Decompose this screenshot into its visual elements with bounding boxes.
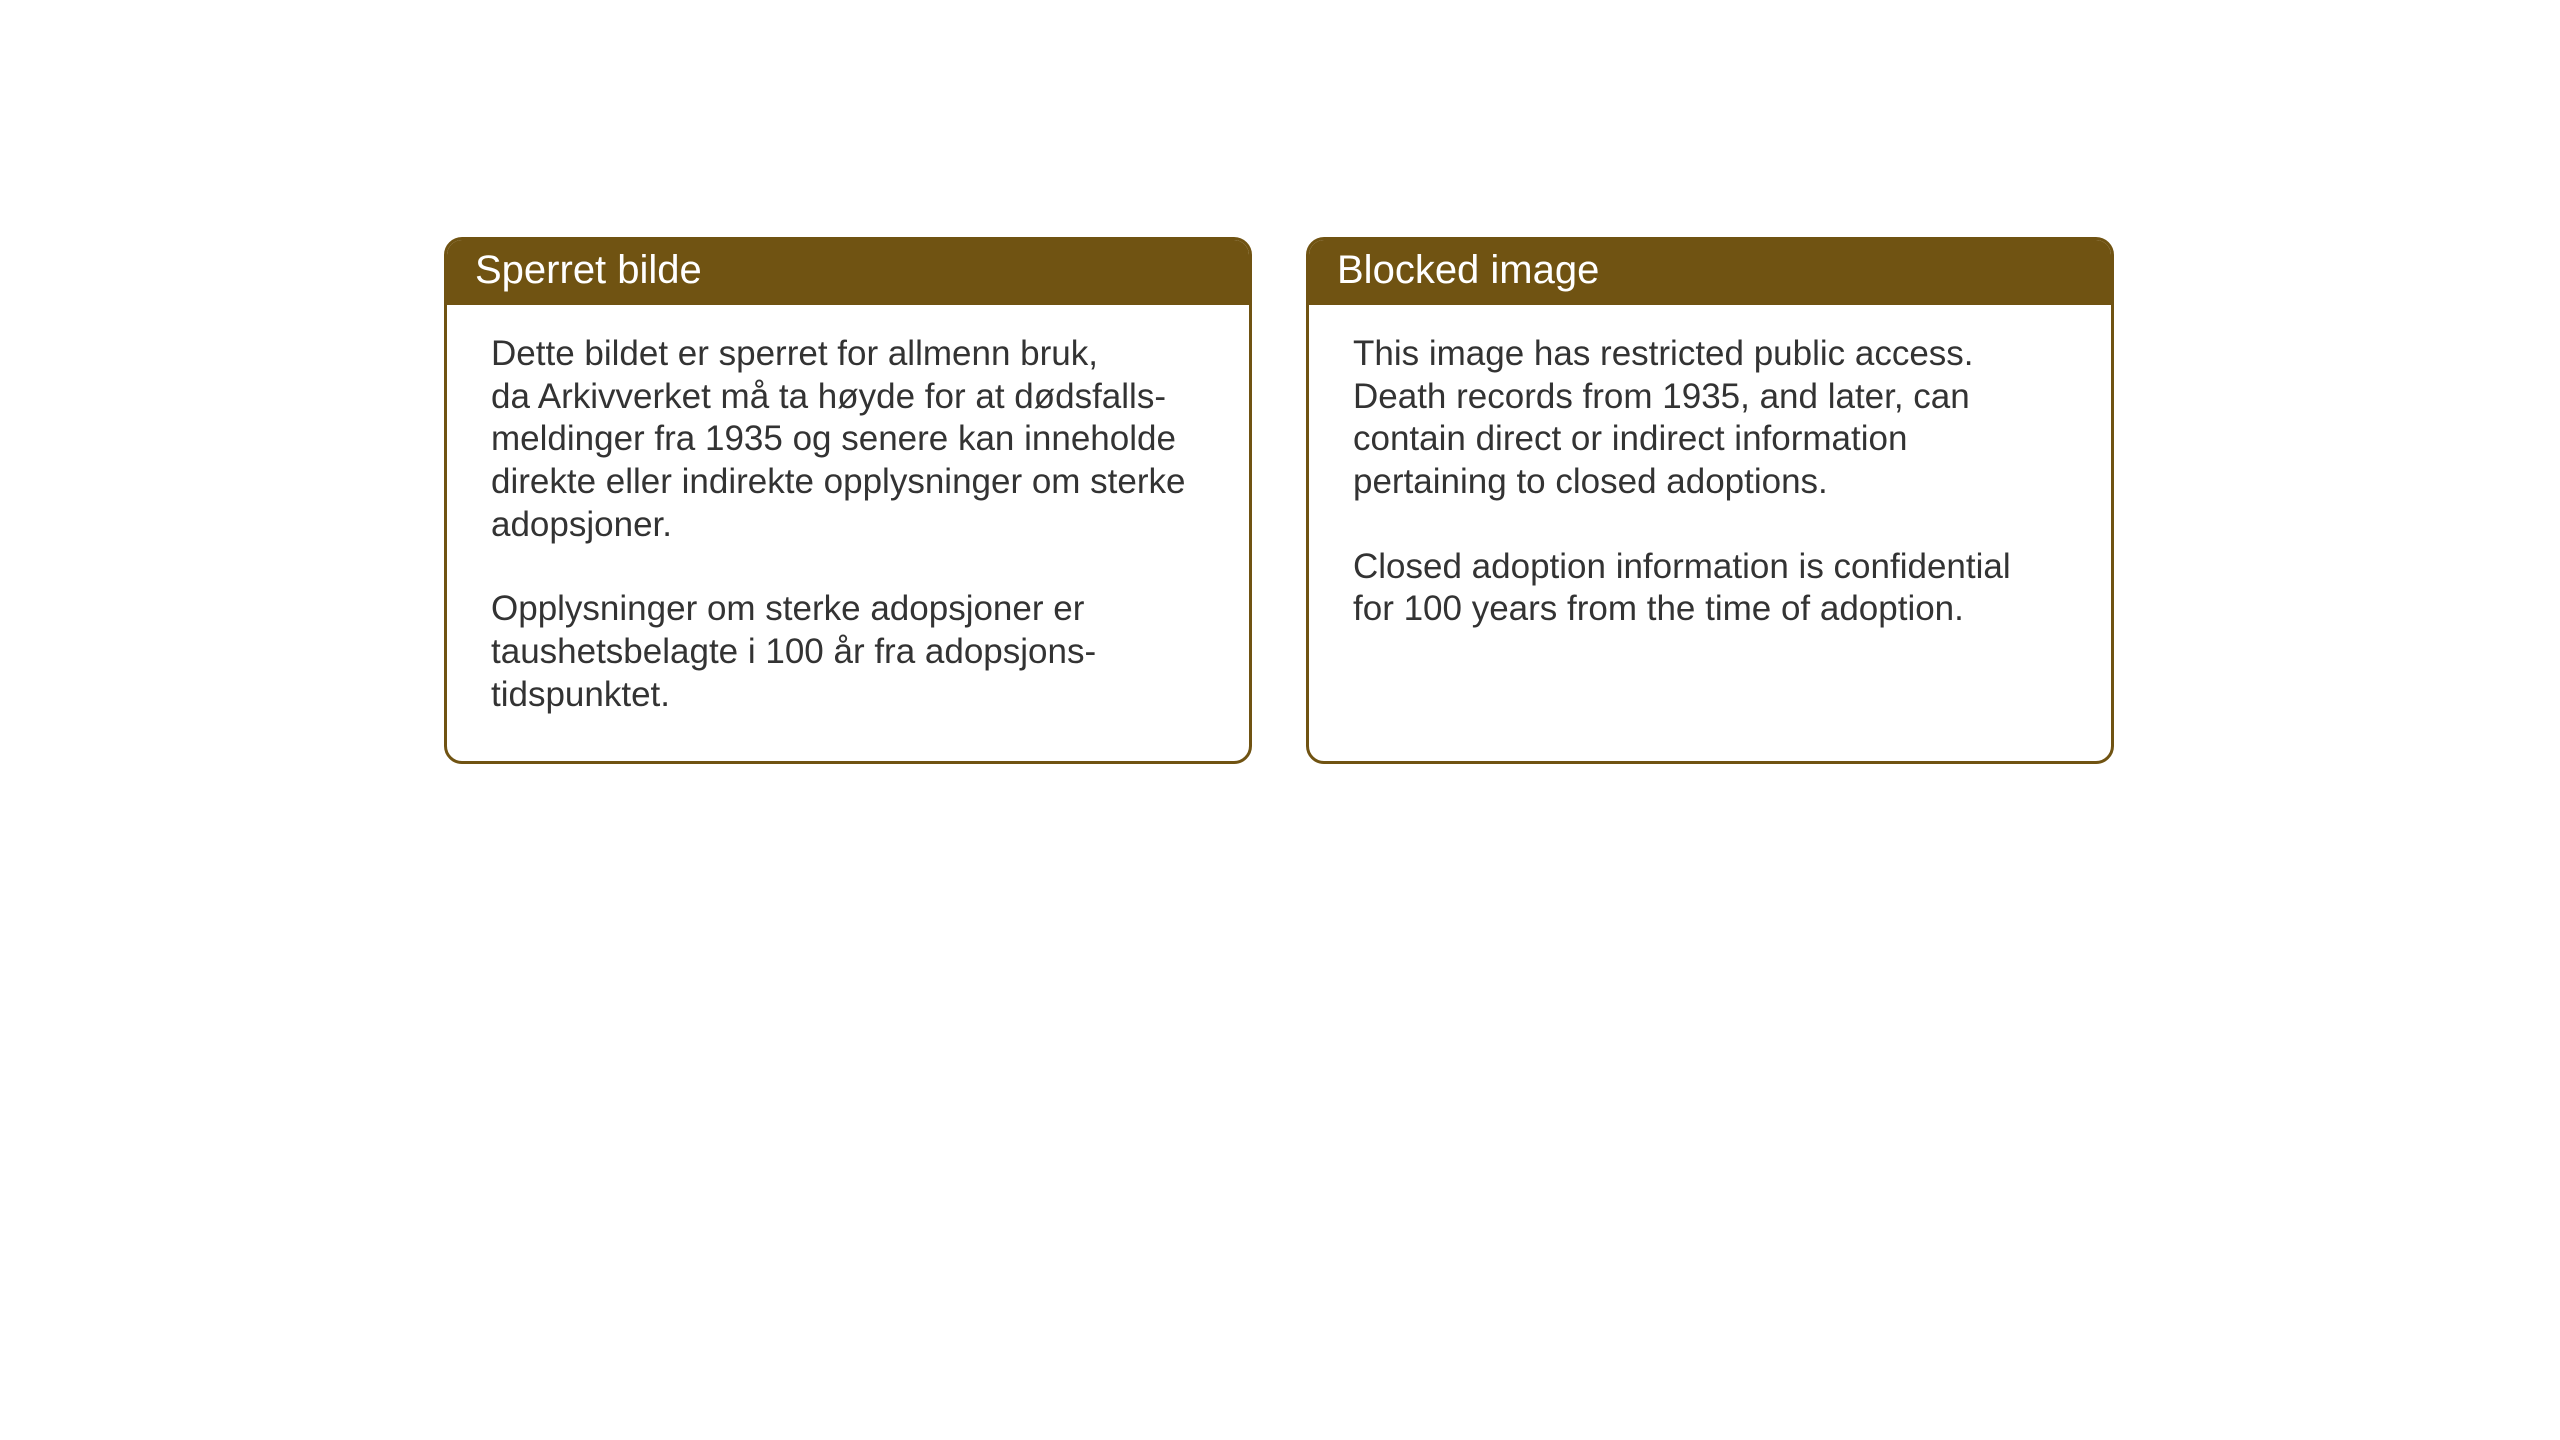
text-line: Opplysninger om sterke adopsjoner er <box>491 589 1084 628</box>
card-paragraph: This image has restricted public access.… <box>1353 333 2067 504</box>
text-line: meldinger fra 1935 og senere kan innehol… <box>491 419 1176 458</box>
card-body-english: This image has restricted public access.… <box>1309 305 2111 761</box>
card-header-norwegian: Sperret bilde <box>447 240 1249 305</box>
card-paragraph: Opplysninger om sterke adopsjoner er tau… <box>491 588 1205 716</box>
notice-container: Sperret bilde Dette bildet er sperret fo… <box>444 237 2114 764</box>
text-line: adopsjoner. <box>491 505 672 544</box>
text-line: contain direct or indirect information <box>1353 419 1907 458</box>
card-header-english: Blocked image <box>1309 240 2111 305</box>
text-line: tidspunktet. <box>491 675 670 714</box>
text-line: Dette bildet er sperret for allmenn bruk… <box>491 334 1098 373</box>
text-line: Death records from 1935, and later, can <box>1353 377 1970 416</box>
card-paragraph: Closed adoption information is confident… <box>1353 546 2067 631</box>
card-paragraph: Dette bildet er sperret for allmenn bruk… <box>491 333 1205 546</box>
card-title: Sperret bilde <box>475 248 702 292</box>
text-line: da Arkivverket må ta høyde for at dødsfa… <box>491 377 1166 416</box>
text-line: This image has restricted public access. <box>1353 334 1974 373</box>
card-norwegian: Sperret bilde Dette bildet er sperret fo… <box>444 237 1252 764</box>
text-line: for 100 years from the time of adoption. <box>1353 589 1964 628</box>
card-body-norwegian: Dette bildet er sperret for allmenn bruk… <box>447 305 1249 761</box>
text-line: direkte eller indirekte opplysninger om … <box>491 462 1186 501</box>
card-title: Blocked image <box>1337 248 1599 292</box>
text-line: taushetsbelagte i 100 år fra adopsjons- <box>491 632 1096 671</box>
text-line: pertaining to closed adoptions. <box>1353 462 1828 501</box>
card-english: Blocked image This image has restricted … <box>1306 237 2114 764</box>
text-line: Closed adoption information is confident… <box>1353 547 2011 586</box>
